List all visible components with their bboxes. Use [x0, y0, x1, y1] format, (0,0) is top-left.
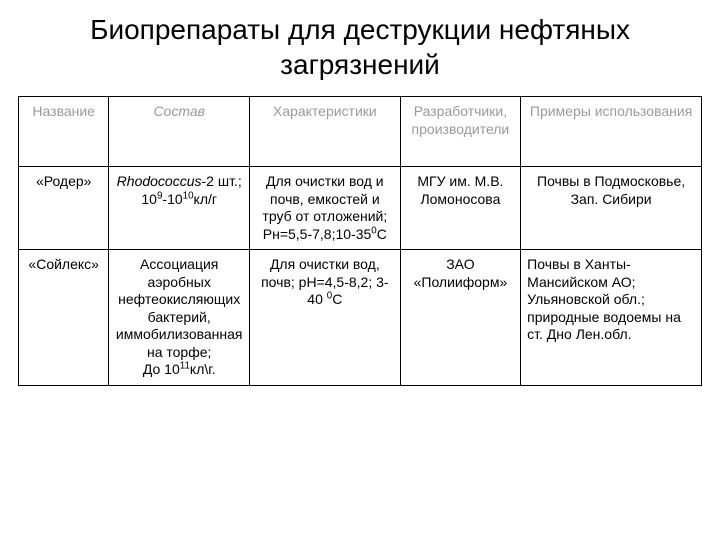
- cell-developer: ЗАО «Полииформ»: [400, 250, 521, 386]
- cell-composition: Rhodococcus-2 шт.; 109-1010кл/г: [109, 167, 250, 250]
- cell-examples: Почвы в Ханты-Мансийском АО; Ульяновской…: [521, 250, 702, 386]
- table-header-row: Название Состав Характеристики Разработч…: [19, 97, 702, 167]
- page-title: Биопрепараты для деструкции нефтяных заг…: [18, 12, 702, 82]
- cell-examples: Почвы в Подмосковье, Зап. Сибири: [521, 167, 702, 250]
- cell-name: «Родер»: [19, 167, 109, 250]
- col-header-examples: Примеры использования: [521, 97, 702, 167]
- cell-name: «Сойлекс»: [19, 250, 109, 386]
- table-row: «Сойлекс» Ассоциация аэробных нефтеокисл…: [19, 250, 702, 386]
- col-header-composition: Состав: [109, 97, 250, 167]
- cell-developer: МГУ им. М.В. Ломоносова: [400, 167, 521, 250]
- slide: Биопрепараты для деструкции нефтяных заг…: [0, 0, 720, 540]
- cell-composition: Ассоциация аэробных нефтеокисляющих бакт…: [109, 250, 250, 386]
- cell-characteristics: Для очистки вод и почв, емкостей и труб …: [250, 167, 401, 250]
- col-header-name: Название: [19, 97, 109, 167]
- col-header-characteristics: Характеристики: [250, 97, 401, 167]
- bioprep-table: Название Состав Характеристики Разработч…: [18, 96, 702, 386]
- col-header-developer: Разработчики, производители: [400, 97, 521, 167]
- cell-characteristics: Для очистки вод, почв; pH=4,5-8,2; 3-40 …: [250, 250, 401, 386]
- table-row: «Родер» Rhodococcus-2 шт.; 109-1010кл/г …: [19, 167, 702, 250]
